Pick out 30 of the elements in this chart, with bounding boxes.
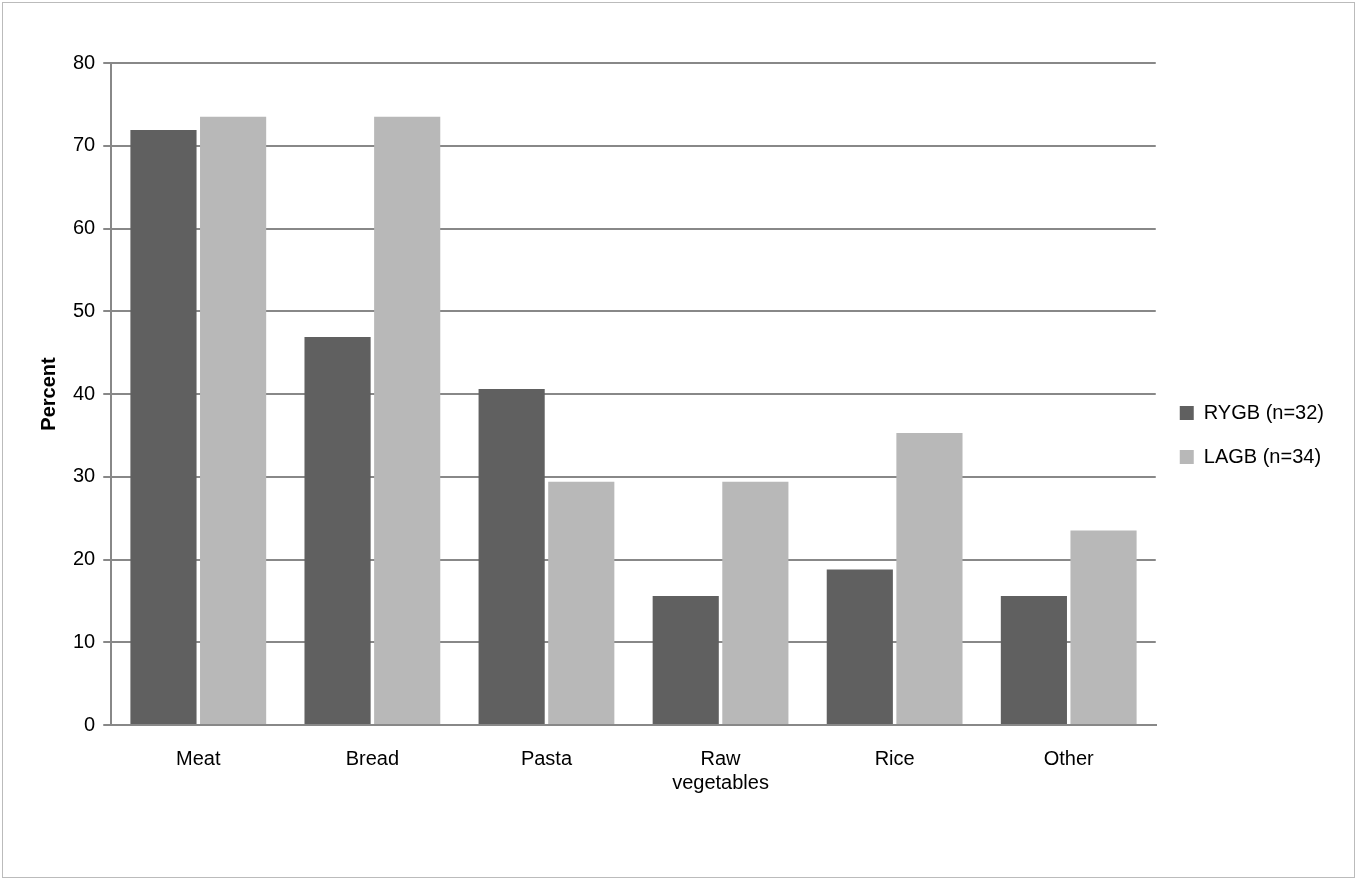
y-tick-label: 0 <box>84 712 96 735</box>
y-axis-title: Percent <box>36 356 59 431</box>
bar <box>1000 595 1067 724</box>
x-tick-label: Meat <box>176 746 221 769</box>
legend-label: LAGB (n=34) <box>1203 444 1322 467</box>
bar <box>304 336 371 724</box>
y-tick-label: 40 <box>73 381 96 404</box>
x-tick-label: Other <box>1043 746 1095 769</box>
x-tick-label: Rice <box>874 746 915 769</box>
bar <box>826 569 893 724</box>
bar <box>652 595 719 724</box>
bar <box>200 116 267 724</box>
y-tick-label: 10 <box>73 629 96 652</box>
y-tick-label: 50 <box>73 298 96 321</box>
bar <box>1070 530 1137 724</box>
bar <box>374 116 441 724</box>
bar <box>548 481 615 724</box>
bar <box>896 432 963 724</box>
y-tick-label: 30 <box>73 464 96 487</box>
y-tick-label: 70 <box>73 133 96 156</box>
y-tick-label: 80 <box>73 50 96 73</box>
x-tick-label: Pasta <box>520 746 573 769</box>
bar <box>130 130 197 724</box>
bar <box>478 389 545 724</box>
legend-label: RYGB (n=32) <box>1203 400 1325 423</box>
y-tick-label: 20 <box>73 547 96 570</box>
y-tick-label: 60 <box>73 216 96 239</box>
bar <box>722 481 789 724</box>
x-tick-label: Raw vegetables <box>672 746 769 793</box>
x-tick-label: Bread <box>345 746 400 769</box>
